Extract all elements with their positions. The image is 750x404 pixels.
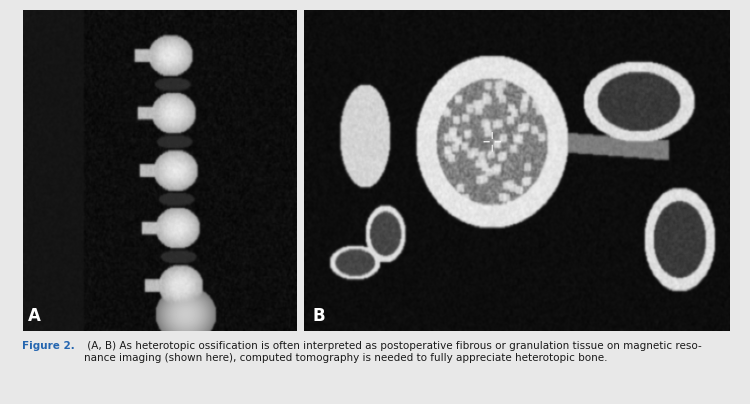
Text: A: A: [28, 307, 40, 325]
Text: (A, B) As heterotopic ossification is often interpreted as postoperative fibrous: (A, B) As heterotopic ossification is of…: [84, 341, 702, 363]
Text: Figure 2.: Figure 2.: [22, 341, 75, 351]
Text: B: B: [312, 307, 325, 325]
